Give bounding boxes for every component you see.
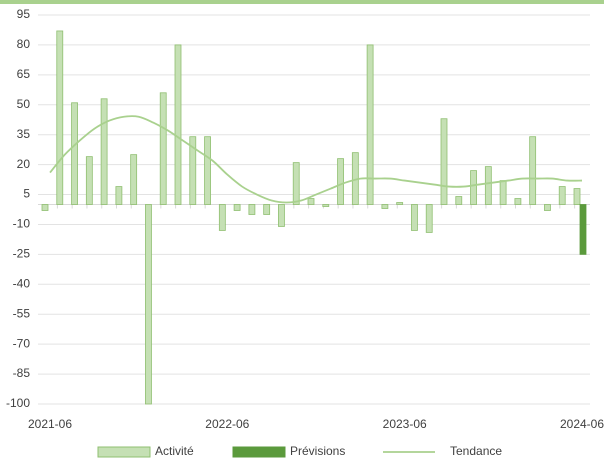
trend-line (49, 115, 583, 204)
bar (278, 204, 285, 227)
bar (56, 30, 64, 205)
bar (204, 136, 211, 205)
bar (71, 102, 78, 205)
bar (337, 158, 344, 205)
legend-swatch (97, 446, 151, 458)
bar (455, 196, 463, 205)
bar (529, 136, 537, 205)
bar (558, 186, 566, 205)
bar (145, 204, 152, 405)
bar (248, 204, 256, 215)
bar (396, 202, 404, 205)
bar (499, 180, 507, 205)
y-tick-label: -70 (13, 336, 31, 350)
bar (411, 204, 418, 231)
x-tick-label: 2021-06 (28, 417, 72, 431)
x-tick-label: 2024-06 (560, 417, 604, 431)
bar (322, 204, 330, 207)
legend-swatch (232, 446, 286, 458)
bar (514, 198, 522, 205)
bar (440, 118, 448, 205)
bar (366, 44, 374, 205)
bar (85, 156, 93, 205)
y-tick-label: -100 (6, 396, 30, 410)
bar (130, 154, 138, 205)
bar (41, 204, 49, 211)
x-tick-label: 2022-06 (205, 417, 249, 431)
bar (174, 44, 182, 205)
bar (292, 162, 300, 205)
bar (233, 204, 241, 211)
x-tick-label: 2023-06 (383, 417, 427, 431)
y-tick-label: 20 (17, 157, 31, 171)
bar (573, 188, 581, 205)
bar (544, 204, 551, 211)
top-band (0, 0, 604, 4)
bar (307, 198, 315, 205)
bar (159, 92, 167, 205)
y-tick-label: 65 (17, 67, 31, 81)
bar (115, 186, 123, 205)
y-tick-label: -85 (13, 366, 31, 380)
bar (484, 166, 492, 205)
bar (218, 204, 226, 231)
bar (470, 170, 477, 205)
bar (263, 204, 271, 215)
y-tick-label: -55 (13, 306, 31, 320)
y-tick-label: 5 (23, 187, 30, 201)
bar (425, 204, 433, 233)
y-tick-label: 95 (17, 7, 31, 21)
legend-label: Prévisions (290, 444, 345, 458)
bar (189, 136, 197, 205)
y-tick-label: -40 (13, 276, 31, 290)
y-tick-label: -25 (13, 247, 31, 261)
bar (579, 204, 587, 255)
y-tick-label: 80 (17, 37, 31, 51)
y-tick-label: 35 (17, 127, 31, 141)
bar (100, 98, 108, 205)
bar (381, 204, 389, 209)
y-tick-label: 50 (17, 97, 31, 111)
legend-label: Tendance (450, 444, 502, 458)
legend-label: Activité (155, 444, 194, 458)
y-tick-label: -10 (13, 217, 31, 231)
